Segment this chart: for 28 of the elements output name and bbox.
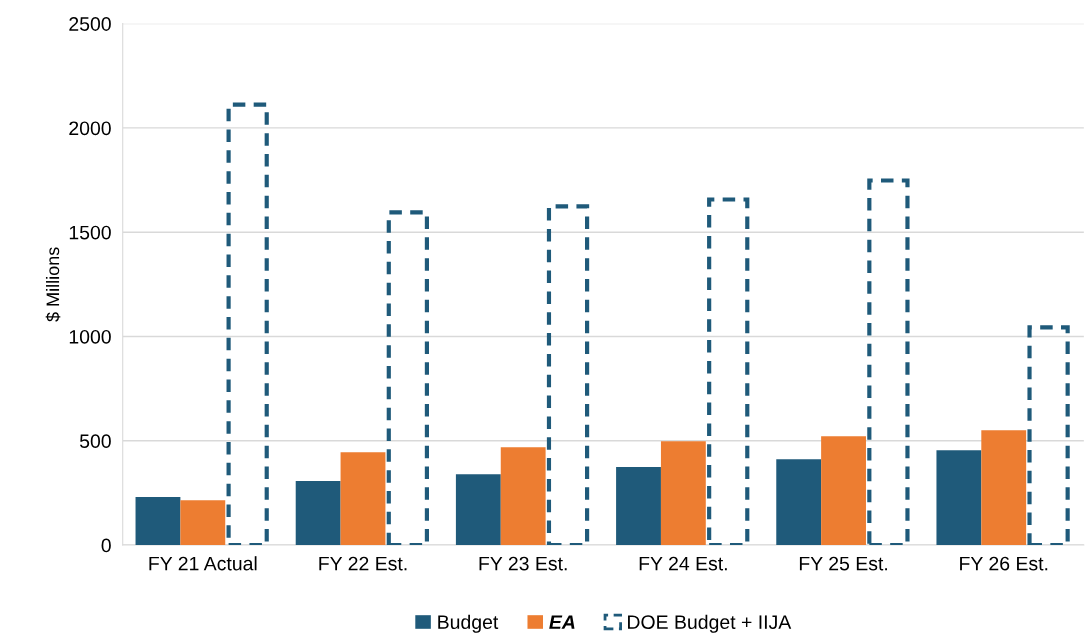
bar <box>295 481 341 546</box>
bar <box>981 430 1027 546</box>
x-tick-label: FY 23 Est. <box>479 556 567 571</box>
x-tick-label: FY 26 Est. <box>960 556 1048 571</box>
bar <box>936 450 982 546</box>
x-tick-label: FY 22 Est. <box>319 556 407 571</box>
bar <box>135 497 181 546</box>
bar <box>455 474 501 546</box>
legend-label: Budget <box>438 614 499 633</box>
y-axis-title: $ Millions <box>45 247 61 322</box>
bar <box>660 441 706 546</box>
x-tick-label: FY 21 Actual <box>149 556 257 571</box>
y-tick-label: 1000 <box>69 329 111 344</box>
bar <box>616 467 661 546</box>
legend-label: DOE Budget + IIJA <box>628 614 792 633</box>
bar <box>821 436 866 546</box>
bar <box>340 452 386 546</box>
y-tick-label: 0 <box>101 538 111 553</box>
y-tick-label: 500 <box>79 434 111 449</box>
x-tick-label: FY 24 Est. <box>639 556 727 571</box>
bar <box>500 447 546 546</box>
x-tick-label: FY 25 Est. <box>799 556 887 571</box>
y-tick-label: 2000 <box>69 121 111 136</box>
bar <box>776 459 822 546</box>
y-tick-label: 2500 <box>69 17 111 31</box>
y-tick-label: 1500 <box>69 225 111 240</box>
bar <box>180 500 226 546</box>
legend-label: EA <box>549 615 575 629</box>
